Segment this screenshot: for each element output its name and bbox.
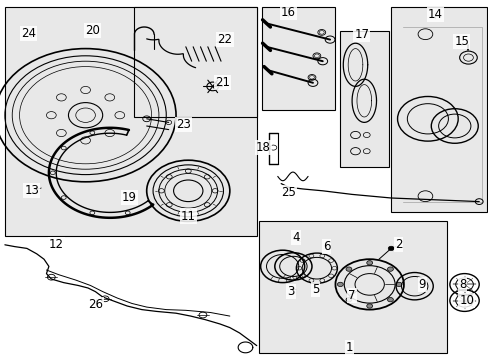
Circle shape xyxy=(387,246,393,251)
Circle shape xyxy=(346,297,351,302)
Text: 26: 26 xyxy=(88,298,102,311)
Text: 24: 24 xyxy=(21,27,36,40)
Circle shape xyxy=(337,282,343,287)
Circle shape xyxy=(366,304,372,308)
Text: 9: 9 xyxy=(418,278,426,291)
Text: 8: 8 xyxy=(458,278,466,291)
Text: 3: 3 xyxy=(286,285,294,298)
Text: 14: 14 xyxy=(427,8,442,21)
Circle shape xyxy=(386,267,392,271)
Text: 6: 6 xyxy=(322,240,330,253)
Circle shape xyxy=(386,297,392,302)
Text: 17: 17 xyxy=(354,28,368,41)
Text: 15: 15 xyxy=(453,35,468,48)
Bar xyxy=(5,7,256,236)
Bar xyxy=(134,7,256,117)
Text: 23: 23 xyxy=(176,118,190,131)
Text: 18: 18 xyxy=(255,141,270,154)
Text: 2: 2 xyxy=(394,238,402,251)
Text: 5: 5 xyxy=(311,283,319,296)
Text: 25: 25 xyxy=(281,186,295,199)
Text: 7: 7 xyxy=(347,289,355,302)
Text: 20: 20 xyxy=(85,24,100,37)
Text: 13: 13 xyxy=(24,184,39,197)
Text: 22: 22 xyxy=(217,33,232,46)
Text: 19: 19 xyxy=(122,191,137,204)
Text: 12: 12 xyxy=(49,238,63,251)
Text: 4: 4 xyxy=(291,231,299,244)
Text: 16: 16 xyxy=(281,6,295,19)
Circle shape xyxy=(366,261,372,265)
Bar xyxy=(261,7,334,110)
Circle shape xyxy=(395,282,401,287)
Circle shape xyxy=(346,267,351,271)
Text: 10: 10 xyxy=(459,294,473,307)
Text: 1: 1 xyxy=(345,341,353,354)
Bar xyxy=(339,31,388,167)
Bar xyxy=(390,7,486,212)
Bar xyxy=(259,221,447,353)
Text: 11: 11 xyxy=(181,210,195,222)
Text: 21: 21 xyxy=(215,76,229,89)
